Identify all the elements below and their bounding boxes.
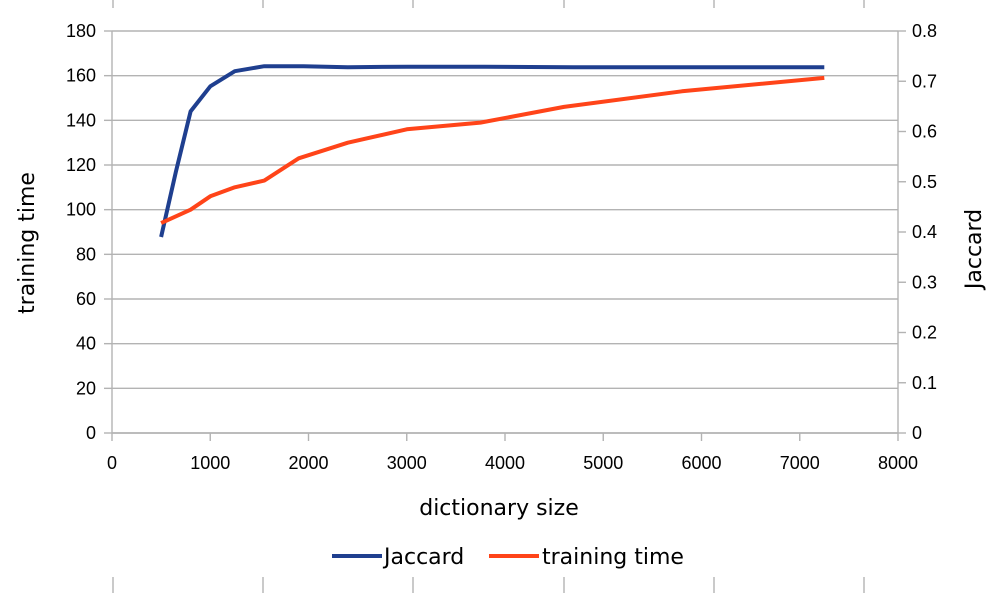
outer-frame-ticks [112,0,865,593]
x-tick-label: 4000 [485,453,525,473]
series-lines [159,64,825,238]
right-y-tick-label: 0.3 [912,272,937,292]
x-tick-label: 0 [107,453,117,473]
left-y-tick-label: 60 [76,289,96,309]
x-tick-label: 8000 [878,453,918,473]
right-y-axis-title: Jaccard [962,209,987,291]
right-y-tick-label: 0.4 [912,222,937,242]
left-y-tick-label: 120 [66,155,96,175]
gridlines [112,30,898,434]
left-y-tick-label: 140 [66,110,96,130]
left-y-tick-label: 100 [66,200,96,220]
x-tick-label: 7000 [780,453,820,473]
left-y-tick-label: 180 [66,21,96,41]
x-axis-tick-labels: 0 1000 2000 3000 4000 5000 6000 7000 8000 [107,453,918,473]
left-y-tick-label: 160 [66,66,96,86]
left-y-axis-tick-labels: 0 20 40 60 80 100 120 140 160 180 [66,21,96,443]
x-tick-label: 1000 [190,453,230,473]
x-tick-label: 2000 [288,453,328,473]
legend-label-training-time: training time [542,545,684,570]
right-y-axis-tick-labels: 0 0.1 0.2 0.3 0.4 0.5 0.6 0.7 0.8 [912,21,937,443]
left-y-tick-label: 20 [76,378,96,398]
right-y-tick-label: 0.2 [912,323,937,343]
right-y-tick-label: 0 [912,423,922,443]
legend-label-jaccard: Jaccard [382,545,464,570]
right-y-tick-label: 0.6 [912,122,937,142]
legend: Jaccard training time [332,545,684,570]
x-tick-label: 5000 [583,453,623,473]
left-y-axis-title: training time [15,172,40,314]
x-tick-label: 6000 [681,453,721,473]
right-y-tick-label: 0.1 [912,373,937,393]
right-y-tick-label: 0.5 [912,172,937,192]
left-y-tick-label: 40 [76,334,96,354]
right-y-tick-label: 0.8 [912,21,937,41]
series-line-training-time [160,75,825,225]
left-y-tick-label: 0 [86,423,96,443]
right-y-tick-label: 0.7 [912,71,937,91]
axes [104,30,906,441]
x-axis-title: dictionary size [419,496,579,521]
series-line-jaccard [159,64,825,238]
left-y-tick-label: 80 [76,244,96,264]
x-tick-label: 3000 [387,453,427,473]
